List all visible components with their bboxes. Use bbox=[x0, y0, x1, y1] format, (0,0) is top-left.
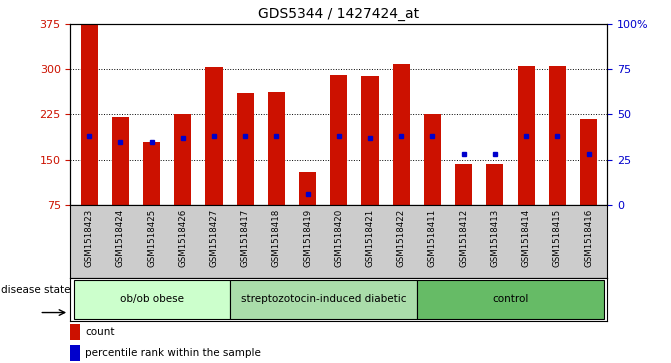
Text: control: control bbox=[493, 294, 529, 305]
Bar bbox=[268, 92, 285, 205]
Text: GSM1518414: GSM1518414 bbox=[521, 209, 531, 267]
Text: GSM1518413: GSM1518413 bbox=[491, 209, 499, 267]
Bar bbox=[486, 164, 503, 205]
Text: percentile rank within the sample: percentile rank within the sample bbox=[85, 348, 262, 358]
Bar bbox=[424, 114, 441, 205]
Bar bbox=[455, 164, 472, 205]
Text: GSM1518418: GSM1518418 bbox=[272, 209, 281, 267]
Text: GSM1518417: GSM1518417 bbox=[241, 209, 250, 267]
Text: disease state: disease state bbox=[1, 285, 71, 295]
Bar bbox=[549, 66, 566, 205]
Text: GSM1518424: GSM1518424 bbox=[116, 209, 125, 267]
Bar bbox=[205, 67, 223, 205]
Text: ob/ob obese: ob/ob obese bbox=[119, 294, 184, 305]
Text: GSM1518422: GSM1518422 bbox=[397, 209, 406, 267]
Bar bbox=[229, 280, 417, 319]
Bar bbox=[330, 75, 348, 205]
Text: count: count bbox=[85, 327, 115, 337]
Bar bbox=[417, 280, 604, 319]
Bar bbox=[580, 119, 597, 205]
Bar bbox=[81, 24, 98, 205]
Bar bbox=[237, 93, 254, 205]
Title: GDS5344 / 1427424_at: GDS5344 / 1427424_at bbox=[258, 7, 419, 21]
Bar bbox=[70, 345, 80, 361]
Text: GSM1518419: GSM1518419 bbox=[303, 209, 312, 267]
Bar bbox=[112, 117, 129, 205]
Text: GSM1518425: GSM1518425 bbox=[147, 209, 156, 267]
Bar bbox=[517, 66, 535, 205]
Text: GSM1518420: GSM1518420 bbox=[334, 209, 344, 267]
Text: streptozotocin-induced diabetic: streptozotocin-induced diabetic bbox=[240, 294, 406, 305]
Bar bbox=[362, 76, 378, 205]
Text: GSM1518411: GSM1518411 bbox=[428, 209, 437, 267]
Bar bbox=[174, 114, 191, 205]
Bar bbox=[74, 280, 229, 319]
Text: GSM1518415: GSM1518415 bbox=[553, 209, 562, 267]
Text: GSM1518423: GSM1518423 bbox=[85, 209, 94, 267]
Text: GSM1518412: GSM1518412 bbox=[459, 209, 468, 267]
Text: GSM1518427: GSM1518427 bbox=[209, 209, 219, 267]
Bar bbox=[70, 324, 80, 340]
Bar bbox=[393, 64, 410, 205]
Bar bbox=[143, 142, 160, 205]
Text: GSM1518416: GSM1518416 bbox=[584, 209, 593, 267]
Text: GSM1518426: GSM1518426 bbox=[178, 209, 187, 267]
Bar bbox=[299, 172, 316, 205]
Text: GSM1518421: GSM1518421 bbox=[366, 209, 374, 267]
